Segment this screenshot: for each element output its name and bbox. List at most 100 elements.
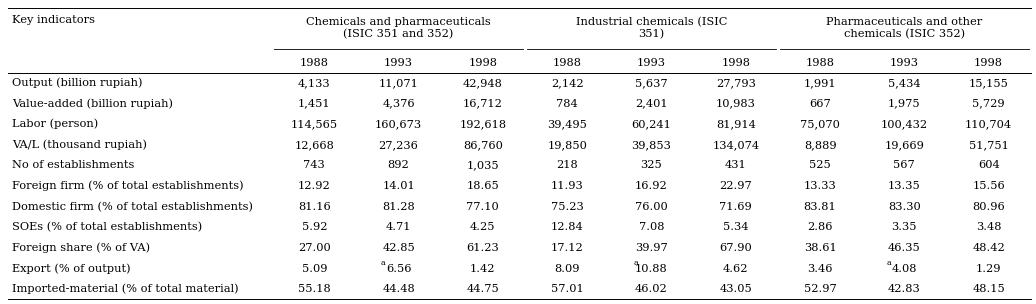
Text: 7.08: 7.08 <box>639 222 664 232</box>
Text: 2,401: 2,401 <box>635 98 668 109</box>
Text: 8.09: 8.09 <box>554 264 580 274</box>
Text: 86,760: 86,760 <box>463 140 502 150</box>
Text: 75.23: 75.23 <box>551 202 583 212</box>
Text: 27,236: 27,236 <box>378 140 419 150</box>
Text: a: a <box>381 259 385 267</box>
Text: 81.28: 81.28 <box>382 202 415 212</box>
Text: 4,133: 4,133 <box>298 78 330 88</box>
Text: 71.69: 71.69 <box>719 202 752 212</box>
Text: 5,729: 5,729 <box>973 98 1005 109</box>
Text: 3.48: 3.48 <box>976 222 1002 232</box>
Text: 1988: 1988 <box>552 58 581 68</box>
Text: SOEs (% of total establishments): SOEs (% of total establishments) <box>12 222 203 233</box>
Text: 2.86: 2.86 <box>807 222 833 232</box>
Text: 1.42: 1.42 <box>470 264 495 274</box>
Text: 43.05: 43.05 <box>719 284 752 294</box>
Text: Industrial chemicals (ISIC
351): Industrial chemicals (ISIC 351) <box>576 17 727 40</box>
Text: 5.09: 5.09 <box>301 264 327 274</box>
Text: 1998: 1998 <box>721 58 750 68</box>
Text: 27.00: 27.00 <box>298 243 330 253</box>
Text: 160,673: 160,673 <box>375 119 422 129</box>
Text: 46.02: 46.02 <box>635 284 668 294</box>
Text: 12,668: 12,668 <box>294 140 335 150</box>
Text: 114,565: 114,565 <box>291 119 338 129</box>
Text: 60,241: 60,241 <box>632 119 671 129</box>
Text: 16.92: 16.92 <box>635 181 668 191</box>
Text: 39,853: 39,853 <box>632 140 671 150</box>
Text: 1988: 1988 <box>806 58 835 68</box>
Text: 38.61: 38.61 <box>804 243 836 253</box>
Text: 1998: 1998 <box>468 58 497 68</box>
Text: Pharmaceuticals and other
chemicals (ISIC 352): Pharmaceuticals and other chemicals (ISI… <box>827 17 982 39</box>
Text: 12.84: 12.84 <box>551 222 583 232</box>
Text: 525: 525 <box>809 161 831 171</box>
Text: Foreign firm (% of total establishments): Foreign firm (% of total establishments) <box>12 181 244 191</box>
Text: 1,451: 1,451 <box>298 98 330 109</box>
Text: 81,914: 81,914 <box>716 119 755 129</box>
Text: 39,495: 39,495 <box>547 119 587 129</box>
Text: 1988: 1988 <box>299 58 328 68</box>
Text: 1,991: 1,991 <box>804 78 836 88</box>
Text: 44.48: 44.48 <box>382 284 415 294</box>
Text: a: a <box>887 259 891 267</box>
Text: Domestic firm (% of total establishments): Domestic firm (% of total establishments… <box>12 202 254 212</box>
Text: 80.96: 80.96 <box>973 202 1005 212</box>
Text: 39.97: 39.97 <box>635 243 668 253</box>
Text: 1,975: 1,975 <box>888 98 921 109</box>
Text: 325: 325 <box>640 161 662 171</box>
Text: 4,376: 4,376 <box>382 98 414 109</box>
Text: 567: 567 <box>893 161 915 171</box>
Text: 55.18: 55.18 <box>298 284 330 294</box>
Text: No of establishments: No of establishments <box>12 161 135 171</box>
Text: 46.35: 46.35 <box>888 243 921 253</box>
Text: 4.08: 4.08 <box>892 264 917 274</box>
Text: 3.46: 3.46 <box>807 264 833 274</box>
Text: Imported-material (% of total material): Imported-material (% of total material) <box>12 284 239 294</box>
Text: 52.97: 52.97 <box>804 284 836 294</box>
Text: Labor (person): Labor (person) <box>12 119 98 130</box>
Text: 5,434: 5,434 <box>888 78 921 88</box>
Text: 192,618: 192,618 <box>459 119 507 129</box>
Text: 1998: 1998 <box>974 58 1003 68</box>
Text: Export (% of output): Export (% of output) <box>12 263 132 274</box>
Text: 8,889: 8,889 <box>804 140 836 150</box>
Text: 15,155: 15,155 <box>969 78 1009 88</box>
Text: a: a <box>634 259 638 267</box>
Text: 19,669: 19,669 <box>885 140 924 150</box>
Text: VA/L (thousand rupiah): VA/L (thousand rupiah) <box>12 140 147 150</box>
Text: 218: 218 <box>556 161 578 171</box>
Text: 17.12: 17.12 <box>551 243 583 253</box>
Text: 75,070: 75,070 <box>800 119 840 129</box>
Text: 48.15: 48.15 <box>973 284 1005 294</box>
Text: Output (billion rupiah): Output (billion rupiah) <box>12 78 143 88</box>
Text: 27,793: 27,793 <box>716 78 755 88</box>
Text: 110,704: 110,704 <box>966 119 1012 129</box>
Text: 4.71: 4.71 <box>385 222 411 232</box>
Text: 5,637: 5,637 <box>635 78 668 88</box>
Text: 19,850: 19,850 <box>547 140 587 150</box>
Text: 667: 667 <box>809 98 831 109</box>
Text: 83.30: 83.30 <box>888 202 921 212</box>
Text: 134,074: 134,074 <box>712 140 759 150</box>
Text: 42.85: 42.85 <box>382 243 415 253</box>
Text: 12.92: 12.92 <box>298 181 330 191</box>
Text: 100,432: 100,432 <box>881 119 928 129</box>
Text: 83.81: 83.81 <box>804 202 836 212</box>
Text: 13.33: 13.33 <box>804 181 836 191</box>
Text: 67.90: 67.90 <box>719 243 752 253</box>
Text: Foreign share (% of VA): Foreign share (% of VA) <box>12 243 150 253</box>
Text: 4.62: 4.62 <box>723 264 749 274</box>
Text: 743: 743 <box>304 161 325 171</box>
Text: 1,035: 1,035 <box>466 161 499 171</box>
Text: 16,712: 16,712 <box>463 98 502 109</box>
Text: 4.25: 4.25 <box>470 222 495 232</box>
Text: 77.10: 77.10 <box>466 202 499 212</box>
Text: 48.42: 48.42 <box>973 243 1005 253</box>
Text: 76.00: 76.00 <box>635 202 668 212</box>
Text: Key indicators: Key indicators <box>12 15 95 25</box>
Text: 2,142: 2,142 <box>551 78 583 88</box>
Text: 51,751: 51,751 <box>969 140 1009 150</box>
Text: 5.92: 5.92 <box>301 222 327 232</box>
Text: 784: 784 <box>556 98 578 109</box>
Text: 11.93: 11.93 <box>551 181 583 191</box>
